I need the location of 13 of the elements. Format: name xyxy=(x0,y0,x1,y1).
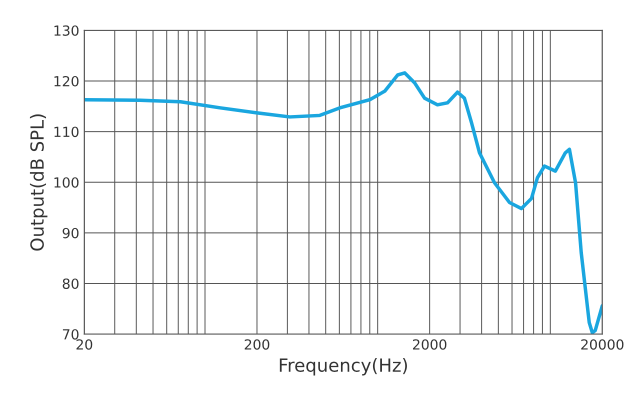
y-tick-label: 80 xyxy=(62,278,79,289)
y-tick-label: 90 xyxy=(62,228,79,238)
x-tick-label: 20000 xyxy=(581,339,624,350)
y-tick-label: 100 xyxy=(54,177,79,188)
y-tick-label: 70 xyxy=(62,329,79,340)
x-tick-label: 2000 xyxy=(412,339,446,350)
y-axis-title: Output(dB SPL) xyxy=(30,114,48,251)
x-axis-title: Frequency(Hz) xyxy=(280,358,407,376)
x-tick-label: 200 xyxy=(244,339,270,350)
y-tick-label: 130 xyxy=(54,25,79,36)
x-tick-label: 20 xyxy=(76,339,92,350)
y-tick-label: 120 xyxy=(54,76,79,86)
y-tick-label: 110 xyxy=(54,126,79,138)
